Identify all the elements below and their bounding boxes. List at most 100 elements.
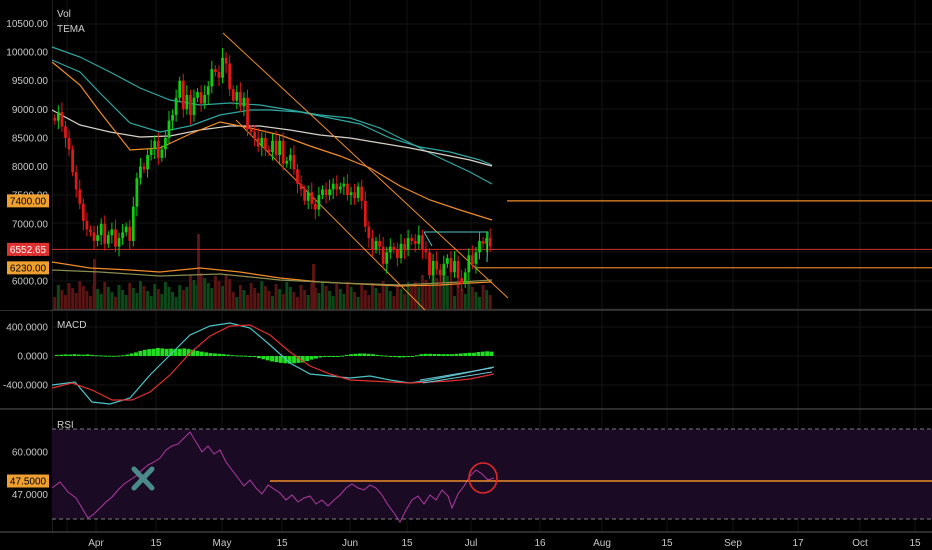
wedge-annotation bbox=[424, 231, 489, 263]
macd-histogram-bar bbox=[173, 349, 178, 356]
volume-bar bbox=[403, 294, 407, 309]
volume-bar bbox=[146, 291, 150, 309]
volume-bar bbox=[281, 294, 285, 309]
macd-histogram-bar bbox=[243, 355, 248, 357]
macd-axis-bg bbox=[0, 312, 52, 408]
volume-bar bbox=[185, 287, 189, 309]
volume-bar bbox=[295, 297, 299, 309]
candle-body bbox=[64, 126, 67, 138]
candle-body bbox=[374, 240, 378, 250]
candle-body bbox=[242, 97, 246, 107]
macd-histogram-bar bbox=[401, 356, 406, 358]
price-tag-label-2: 6230.00 bbox=[10, 263, 47, 274]
volume-spike bbox=[93, 259, 96, 309]
tema-label: TEMA bbox=[57, 24, 85, 35]
macd-label: MACD bbox=[57, 320, 86, 331]
candle-body bbox=[217, 72, 221, 78]
rsi-panel[interactable]: 60.0000 47.5000 47.0000 RSI bbox=[0, 410, 932, 531]
time-tick-label: Oct bbox=[852, 538, 868, 549]
volume-bars bbox=[53, 234, 492, 309]
volume-bar bbox=[338, 289, 342, 309]
macd-histogram-bar bbox=[340, 355, 345, 357]
volume-bar bbox=[285, 282, 289, 309]
volume-bar bbox=[160, 294, 164, 309]
volume-bar bbox=[431, 273, 435, 309]
ma-teal-2 bbox=[51, 59, 493, 166]
macd-histogram-bar bbox=[436, 353, 441, 356]
candle-body bbox=[446, 258, 449, 264]
candle-body bbox=[442, 263, 446, 276]
candle-body bbox=[128, 226, 132, 241]
price-panel[interactable]: 10500.00 10000.00 9500.00 9000.00 8500.00 800… bbox=[0, 0, 932, 311]
volume-bar bbox=[288, 287, 292, 309]
price-tick-label: 9000.00 bbox=[12, 105, 49, 116]
candle-body bbox=[424, 249, 428, 253]
volume-bar bbox=[478, 297, 481, 309]
candle-body bbox=[342, 183, 346, 187]
volume-bar bbox=[213, 276, 217, 309]
volume-bar bbox=[424, 280, 428, 309]
macd-lines bbox=[51, 322, 495, 405]
volume-bar bbox=[349, 287, 353, 309]
macd-histogram-bar bbox=[221, 354, 226, 356]
candle-body bbox=[360, 186, 364, 201]
macd-histogram-bar bbox=[419, 354, 424, 356]
volume-spike bbox=[312, 264, 315, 309]
volume-bar bbox=[263, 286, 267, 309]
vol-label: Vol bbox=[57, 9, 71, 20]
volume-bar bbox=[420, 275, 424, 309]
macd-histogram-bar bbox=[344, 354, 349, 356]
candle-body bbox=[185, 94, 189, 110]
macd-panel[interactable]: 400.0000 0.0000 -400.0000 MACD bbox=[0, 312, 495, 408]
macd-histogram-bar bbox=[349, 354, 354, 356]
candle-body bbox=[303, 189, 307, 201]
macd-histogram-bar bbox=[125, 354, 130, 356]
volume-bar bbox=[392, 296, 396, 309]
candle-body bbox=[460, 278, 464, 284]
time-tick-label: 15 bbox=[150, 538, 162, 549]
candle-body bbox=[363, 200, 367, 227]
candle-body bbox=[417, 235, 421, 244]
candle-body bbox=[299, 183, 303, 190]
time-tick-label: 15 bbox=[401, 538, 413, 549]
macd-histogram-bar bbox=[90, 354, 95, 356]
candle-body bbox=[228, 63, 232, 90]
macd-histogram-bar bbox=[384, 355, 389, 357]
candle-body bbox=[392, 246, 396, 250]
volume-bar bbox=[156, 289, 160, 309]
macd-histogram-bar bbox=[287, 356, 292, 364]
macd-histogram-bar bbox=[59, 354, 64, 356]
volume-bar bbox=[113, 297, 117, 309]
candle-body bbox=[317, 195, 321, 210]
macd-histogram-bar bbox=[252, 356, 257, 358]
candle-body bbox=[310, 192, 314, 204]
volume-bar bbox=[356, 297, 360, 309]
candle-body bbox=[381, 246, 385, 264]
volume-bar bbox=[231, 292, 235, 309]
candle-body bbox=[124, 226, 128, 233]
macd-histogram-bar bbox=[186, 349, 191, 356]
macd-histogram-bar bbox=[55, 354, 59, 356]
volume-bar bbox=[456, 284, 460, 309]
candle-body bbox=[396, 249, 399, 259]
rsi-band-fill bbox=[52, 429, 932, 519]
macd-histogram-bar bbox=[432, 353, 437, 356]
volume-bar bbox=[271, 296, 274, 309]
macd-histogram-bar bbox=[322, 356, 327, 357]
candle-body bbox=[142, 166, 146, 170]
time-tick-label: Apr bbox=[88, 538, 104, 549]
candle-body bbox=[274, 140, 278, 156]
volume-bar bbox=[345, 282, 349, 309]
volume-bar bbox=[360, 285, 364, 309]
candle-body bbox=[331, 183, 335, 190]
candle-body bbox=[431, 260, 435, 276]
volume-bar bbox=[413, 282, 417, 309]
volume-bar bbox=[228, 279, 232, 309]
candle-body bbox=[296, 169, 299, 184]
macd-histogram-bar bbox=[68, 354, 73, 356]
candle-body bbox=[199, 92, 203, 104]
volume-bar bbox=[203, 278, 207, 309]
volume-bar bbox=[317, 293, 321, 309]
candle-body bbox=[453, 260, 456, 273]
